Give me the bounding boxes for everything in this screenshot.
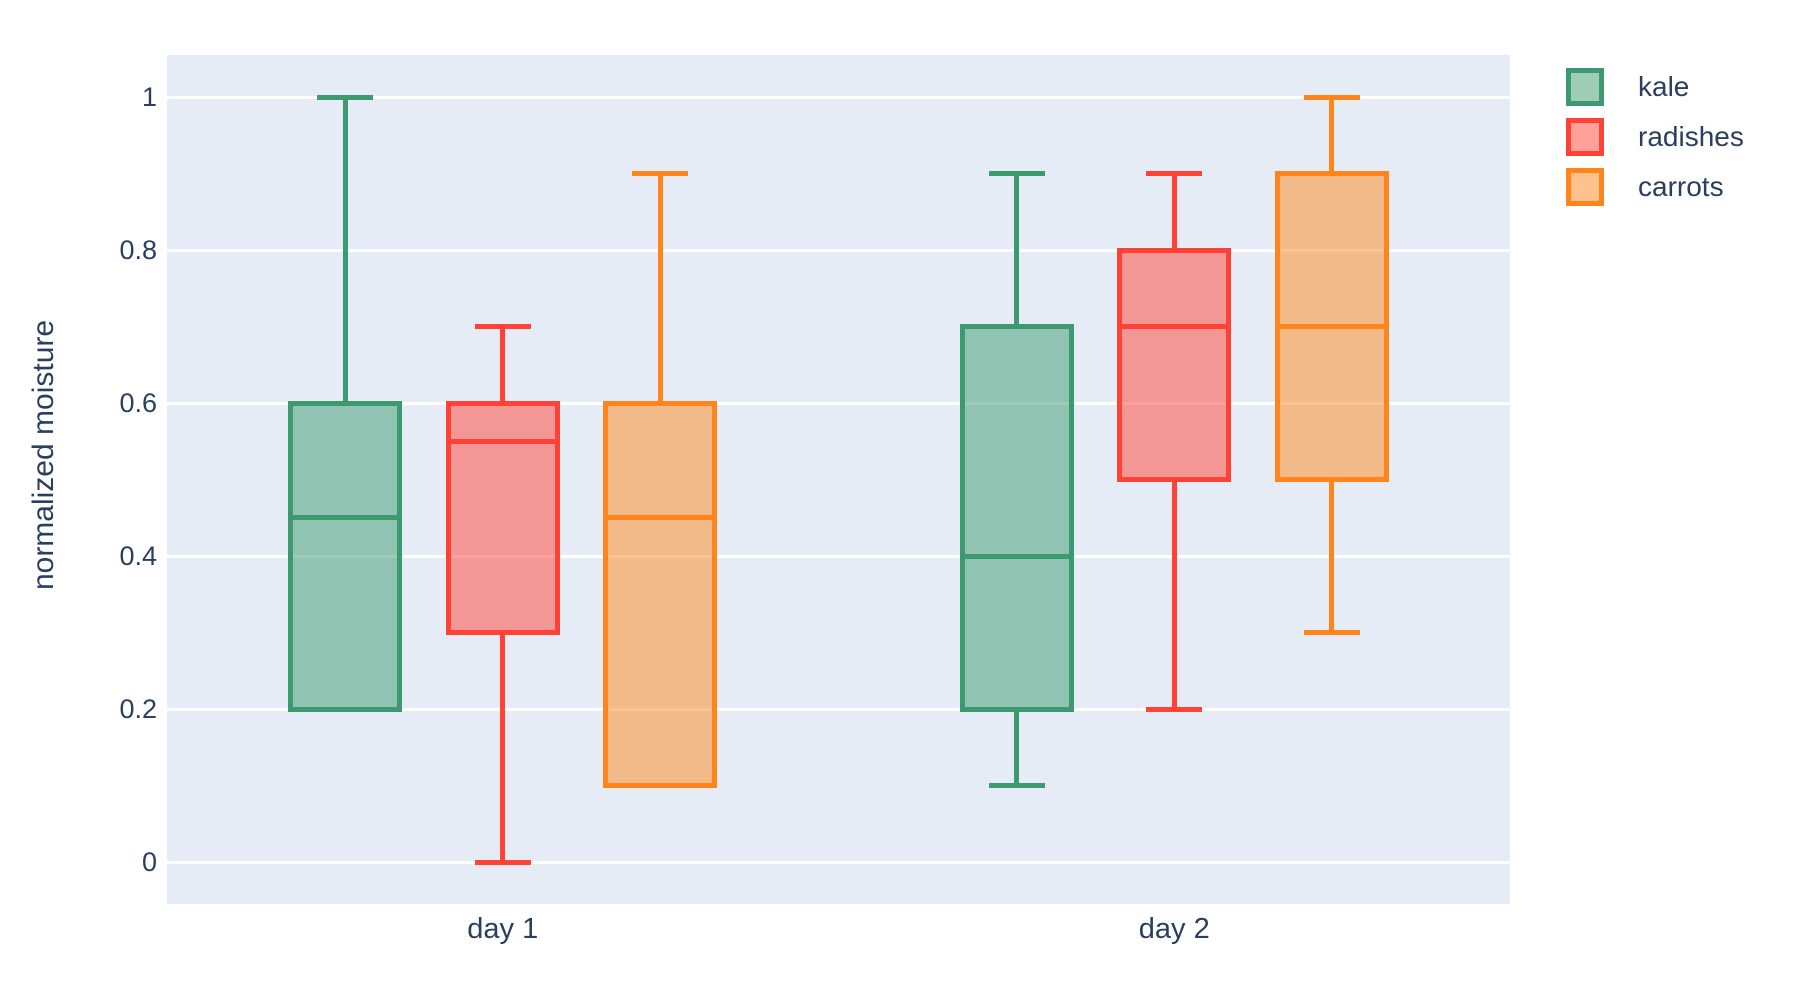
whisker-cap-max xyxy=(1303,94,1360,100)
y-tick-label: 0 xyxy=(141,847,157,877)
whisker-line-lower xyxy=(1171,479,1177,709)
whisker-cap-min xyxy=(988,783,1045,788)
whisker-line-lower xyxy=(500,632,506,862)
median-line xyxy=(1122,324,1227,329)
legend-swatch-kale xyxy=(1566,68,1604,106)
whisker-line-upper xyxy=(500,326,506,403)
x-tick-label-day-1: day 1 xyxy=(467,913,539,945)
gridline-y-0.2 xyxy=(167,707,1510,711)
legend-label: kale xyxy=(1638,71,1690,102)
legend: kale radishes carrots xyxy=(1566,62,1744,212)
gridline-y-0 xyxy=(167,860,1510,864)
median-line xyxy=(293,515,398,521)
box-body[interactable] xyxy=(288,400,403,712)
whisker-line-lower xyxy=(1014,709,1020,786)
y-tick-label: 1 xyxy=(141,82,157,112)
legend-swatch-carrots xyxy=(1566,168,1604,206)
whisker-line-upper xyxy=(1014,173,1020,327)
y-tick-label: 0.2 xyxy=(119,694,157,724)
whisker-line-lower xyxy=(1329,479,1335,633)
median-line xyxy=(450,438,555,444)
median-line xyxy=(1279,324,1384,329)
whisker-cap-max xyxy=(632,171,689,176)
whisker-cap-max xyxy=(317,94,374,100)
legend-label: radishes xyxy=(1638,121,1744,152)
whisker-cap-min xyxy=(1146,706,1203,712)
whisker-cap-max xyxy=(474,324,531,329)
gridline-y-0.6 xyxy=(167,401,1510,405)
x-tick-label-day-2: day 2 xyxy=(1138,913,1210,945)
y-tick-label: 0.4 xyxy=(119,541,157,571)
whisker-cap-min xyxy=(474,859,531,865)
box-body[interactable] xyxy=(445,400,560,635)
whisker-cap-max xyxy=(1146,171,1203,176)
gridline-y-0.4 xyxy=(167,554,1510,558)
whisker-line-upper xyxy=(657,173,663,403)
legend-item-kale[interactable]: kale xyxy=(1566,62,1744,112)
whisker-line-upper xyxy=(1329,97,1335,174)
y-tick-label: 0.6 xyxy=(119,388,157,418)
whisker-cap-max xyxy=(988,171,1045,176)
median-line xyxy=(608,515,713,521)
gridline-y-0.8 xyxy=(167,248,1510,252)
whisker-cap-min xyxy=(1303,630,1360,635)
whisker-line-upper xyxy=(342,97,348,403)
plot-area[interactable] xyxy=(167,55,1510,904)
legend-label: carrots xyxy=(1638,171,1724,202)
box-body[interactable] xyxy=(603,400,718,788)
y-axis-title: normalized moisture xyxy=(27,319,60,590)
box-body[interactable] xyxy=(1117,247,1232,482)
median-line xyxy=(964,553,1069,559)
legend-item-carrots[interactable]: carrots xyxy=(1566,162,1744,212)
legend-swatch-radishes xyxy=(1566,118,1604,156)
whisker-line-upper xyxy=(1171,173,1177,250)
legend-item-radishes[interactable]: radishes xyxy=(1566,112,1744,162)
y-tick-label: 0.8 xyxy=(119,235,157,265)
box-body[interactable] xyxy=(959,324,1074,712)
gridline-y-1 xyxy=(167,95,1510,99)
